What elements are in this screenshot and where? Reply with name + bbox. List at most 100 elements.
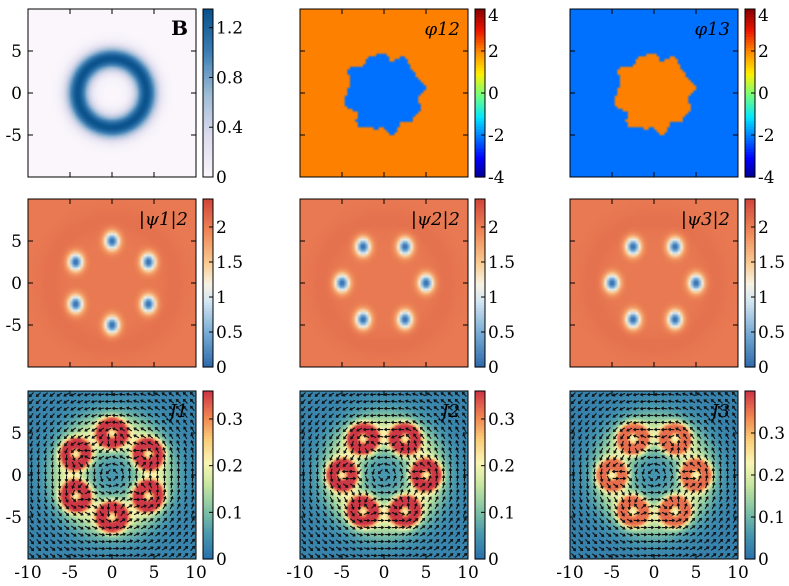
heatmap-7 [28,391,196,559]
current-arrow [383,413,391,418]
panel-label: J2 [437,401,460,422]
current-arrow [70,553,77,558]
current-arrow [419,413,426,418]
current-arrow [133,497,141,502]
current-arrow [50,517,55,524]
colorbar-segment [203,500,213,504]
current-arrow [29,538,34,545]
current-arrow [571,440,576,447]
current-arrow [370,497,377,502]
colorbar-segment [203,204,213,208]
current-arrow [91,511,98,516]
current-arrow [321,413,327,419]
current-arrow [718,419,723,426]
current-arrow [377,539,385,544]
current-arrow [190,453,195,461]
current-arrow [599,482,604,489]
current-arrow [420,517,426,523]
current-arrow [336,475,341,482]
current-arrow [406,482,411,489]
current-arrow [598,413,604,419]
current-arrow [335,420,341,426]
current-arrow [696,546,703,551]
current-arrow [710,405,716,411]
current-arrow [29,468,34,476]
current-arrow [448,524,453,531]
current-arrow [413,489,418,496]
current-arrow [97,392,105,397]
current-arrow [620,489,625,496]
current-arrow [322,454,327,462]
colorbar-segment [475,416,485,420]
current-arrow [732,460,737,468]
current-arrow [613,489,618,496]
current-arrow [182,398,188,404]
current-arrow [301,412,306,419]
current-arrow [190,524,195,531]
colorbar-segment [745,308,755,312]
current-arrow [127,474,132,482]
current-arrow [697,524,703,530]
current-arrow [91,504,98,509]
current-arrow [434,510,439,517]
current-arrow [315,482,320,490]
colorbar-segment [203,59,213,63]
colorbar-segment [745,322,755,326]
current-arrow [462,426,467,433]
current-arrow [668,518,676,523]
current-arrow [689,546,696,551]
current-arrow [84,547,91,551]
current-arrow [653,406,661,411]
colorbar-segment [745,299,755,304]
current-arrow [405,546,413,550]
current-arrow [322,539,328,545]
current-arrow [447,412,453,418]
current-arrow [405,427,412,432]
current-arrow [717,553,724,558]
colorbar-segment [745,483,755,487]
colorbar-segment [475,39,485,44]
current-arrow [675,539,683,543]
colorbar-segment [745,115,755,119]
current-arrow [633,511,640,516]
current-arrow [190,412,195,419]
current-arrow [29,546,35,552]
current-arrow [329,510,334,517]
current-arrow [733,495,737,503]
current-arrow [462,545,468,551]
current-arrow [335,392,342,397]
colorbar-segment [745,215,755,220]
current-arrow [154,413,161,418]
current-arrow [154,399,161,404]
current-arrow [633,539,641,544]
current-arrow [43,440,48,447]
colorbar-segment [475,353,485,357]
current-arrow [35,406,41,412]
colorbar-tick-label: 2 [758,42,769,62]
current-arrow [155,460,160,468]
current-arrow [578,524,583,531]
current-arrow [162,474,167,482]
colorbar-segment [745,25,755,30]
current-arrow [599,461,604,468]
current-arrow [301,546,307,552]
colorbar-segment [475,438,485,442]
current-arrow [448,510,453,517]
current-arrow [441,481,446,489]
current-arrow [440,399,447,404]
current-arrow [440,405,446,411]
colorbar-segment [475,547,485,552]
current-arrow [704,426,709,433]
colorbar-segment [203,274,213,278]
current-arrow [420,489,425,496]
current-arrow [612,483,619,488]
current-arrow [384,511,392,516]
colorbar-frame [474,198,486,368]
current-arrow [441,453,446,461]
current-arrow [77,392,84,397]
current-arrow [134,482,139,489]
current-arrow [619,518,626,523]
current-arrow [133,525,140,530]
current-arrow [36,419,41,426]
colorbar-segment [203,449,213,454]
